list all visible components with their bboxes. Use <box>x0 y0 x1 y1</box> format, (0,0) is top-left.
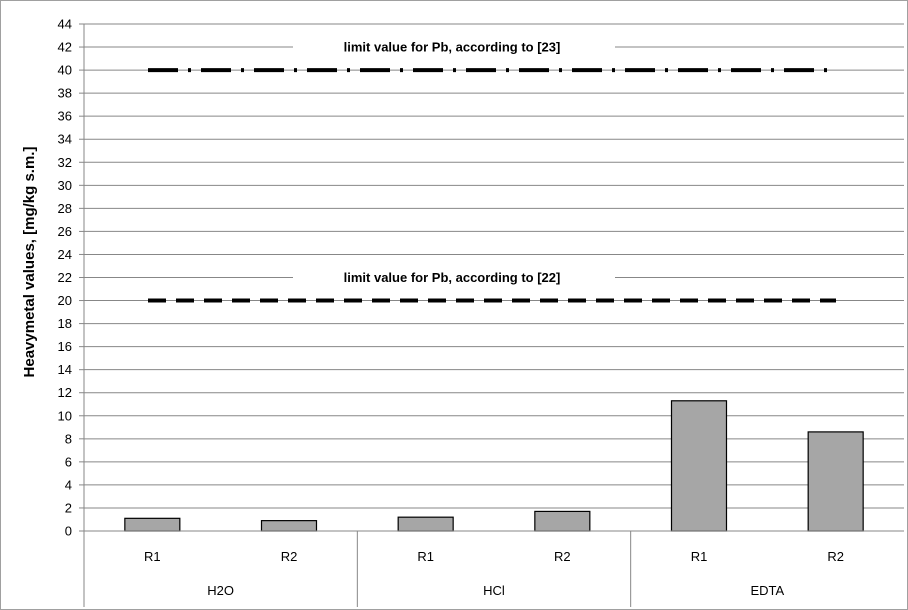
y-tick-label: 4 <box>65 477 72 492</box>
y-tick-label: 20 <box>58 293 72 308</box>
x-category-label: R2 <box>281 549 298 564</box>
y-tick-label: 8 <box>65 431 72 446</box>
bar <box>807 431 864 532</box>
bars <box>124 400 864 532</box>
y-tick-label: 44 <box>58 17 72 32</box>
y-tick-label: 26 <box>58 224 72 239</box>
x-group-label: HCl <box>483 583 505 598</box>
bar <box>534 510 591 532</box>
y-tick-label: 0 <box>65 524 72 539</box>
y-tick-label: 42 <box>58 40 72 55</box>
axes <box>83 24 904 607</box>
x-category-label: R1 <box>691 549 708 564</box>
y-tick-label: 16 <box>58 339 72 354</box>
y-tick-label: 38 <box>58 86 72 101</box>
x-category-label: R2 <box>554 549 571 564</box>
x-category-labels: R1 R2 H2O R1 R2 HCl R1 R2 EDTA <box>83 531 844 607</box>
y-tick-label: 36 <box>58 109 72 124</box>
bar <box>124 517 181 532</box>
y-tick-label: 2 <box>65 500 72 515</box>
y-tick-label: 10 <box>58 408 72 423</box>
y-tick-label: 6 <box>65 454 72 469</box>
x-group-label: EDTA <box>750 583 784 598</box>
y-tick-label: 14 <box>58 362 72 377</box>
y-tick-label: 12 <box>58 385 72 400</box>
bar <box>397 516 454 532</box>
y-tick-labels: 0246810121416182022242628303234363840424… <box>58 17 84 539</box>
x-category-label: R1 <box>417 549 434 564</box>
x-group-label: H2O <box>207 583 234 598</box>
y-tick-label: 32 <box>58 155 72 170</box>
x-category-label: R1 <box>144 549 161 564</box>
x-category-label: R2 <box>827 549 844 564</box>
y-tick-label: 18 <box>58 316 72 331</box>
y-tick-label: 28 <box>58 201 72 216</box>
y-tick-label: 22 <box>58 270 72 285</box>
reference-lines: limit value for Pb, according to [23] lim… <box>148 40 836 303</box>
reference-line-label: limit value for Pb, according to [22] <box>344 270 561 285</box>
y-tick-label: 24 <box>58 247 72 262</box>
y-axis-label: Heavymetal values, [mg/kg s.m.] <box>21 147 38 378</box>
reference-line-label: limit value for Pb, according to [23] <box>344 40 561 55</box>
bar <box>260 520 318 532</box>
y-tick-label: 40 <box>58 63 72 78</box>
bar <box>670 400 728 532</box>
y-tick-label: 34 <box>58 132 72 147</box>
y-tick-label: 30 <box>58 178 72 193</box>
